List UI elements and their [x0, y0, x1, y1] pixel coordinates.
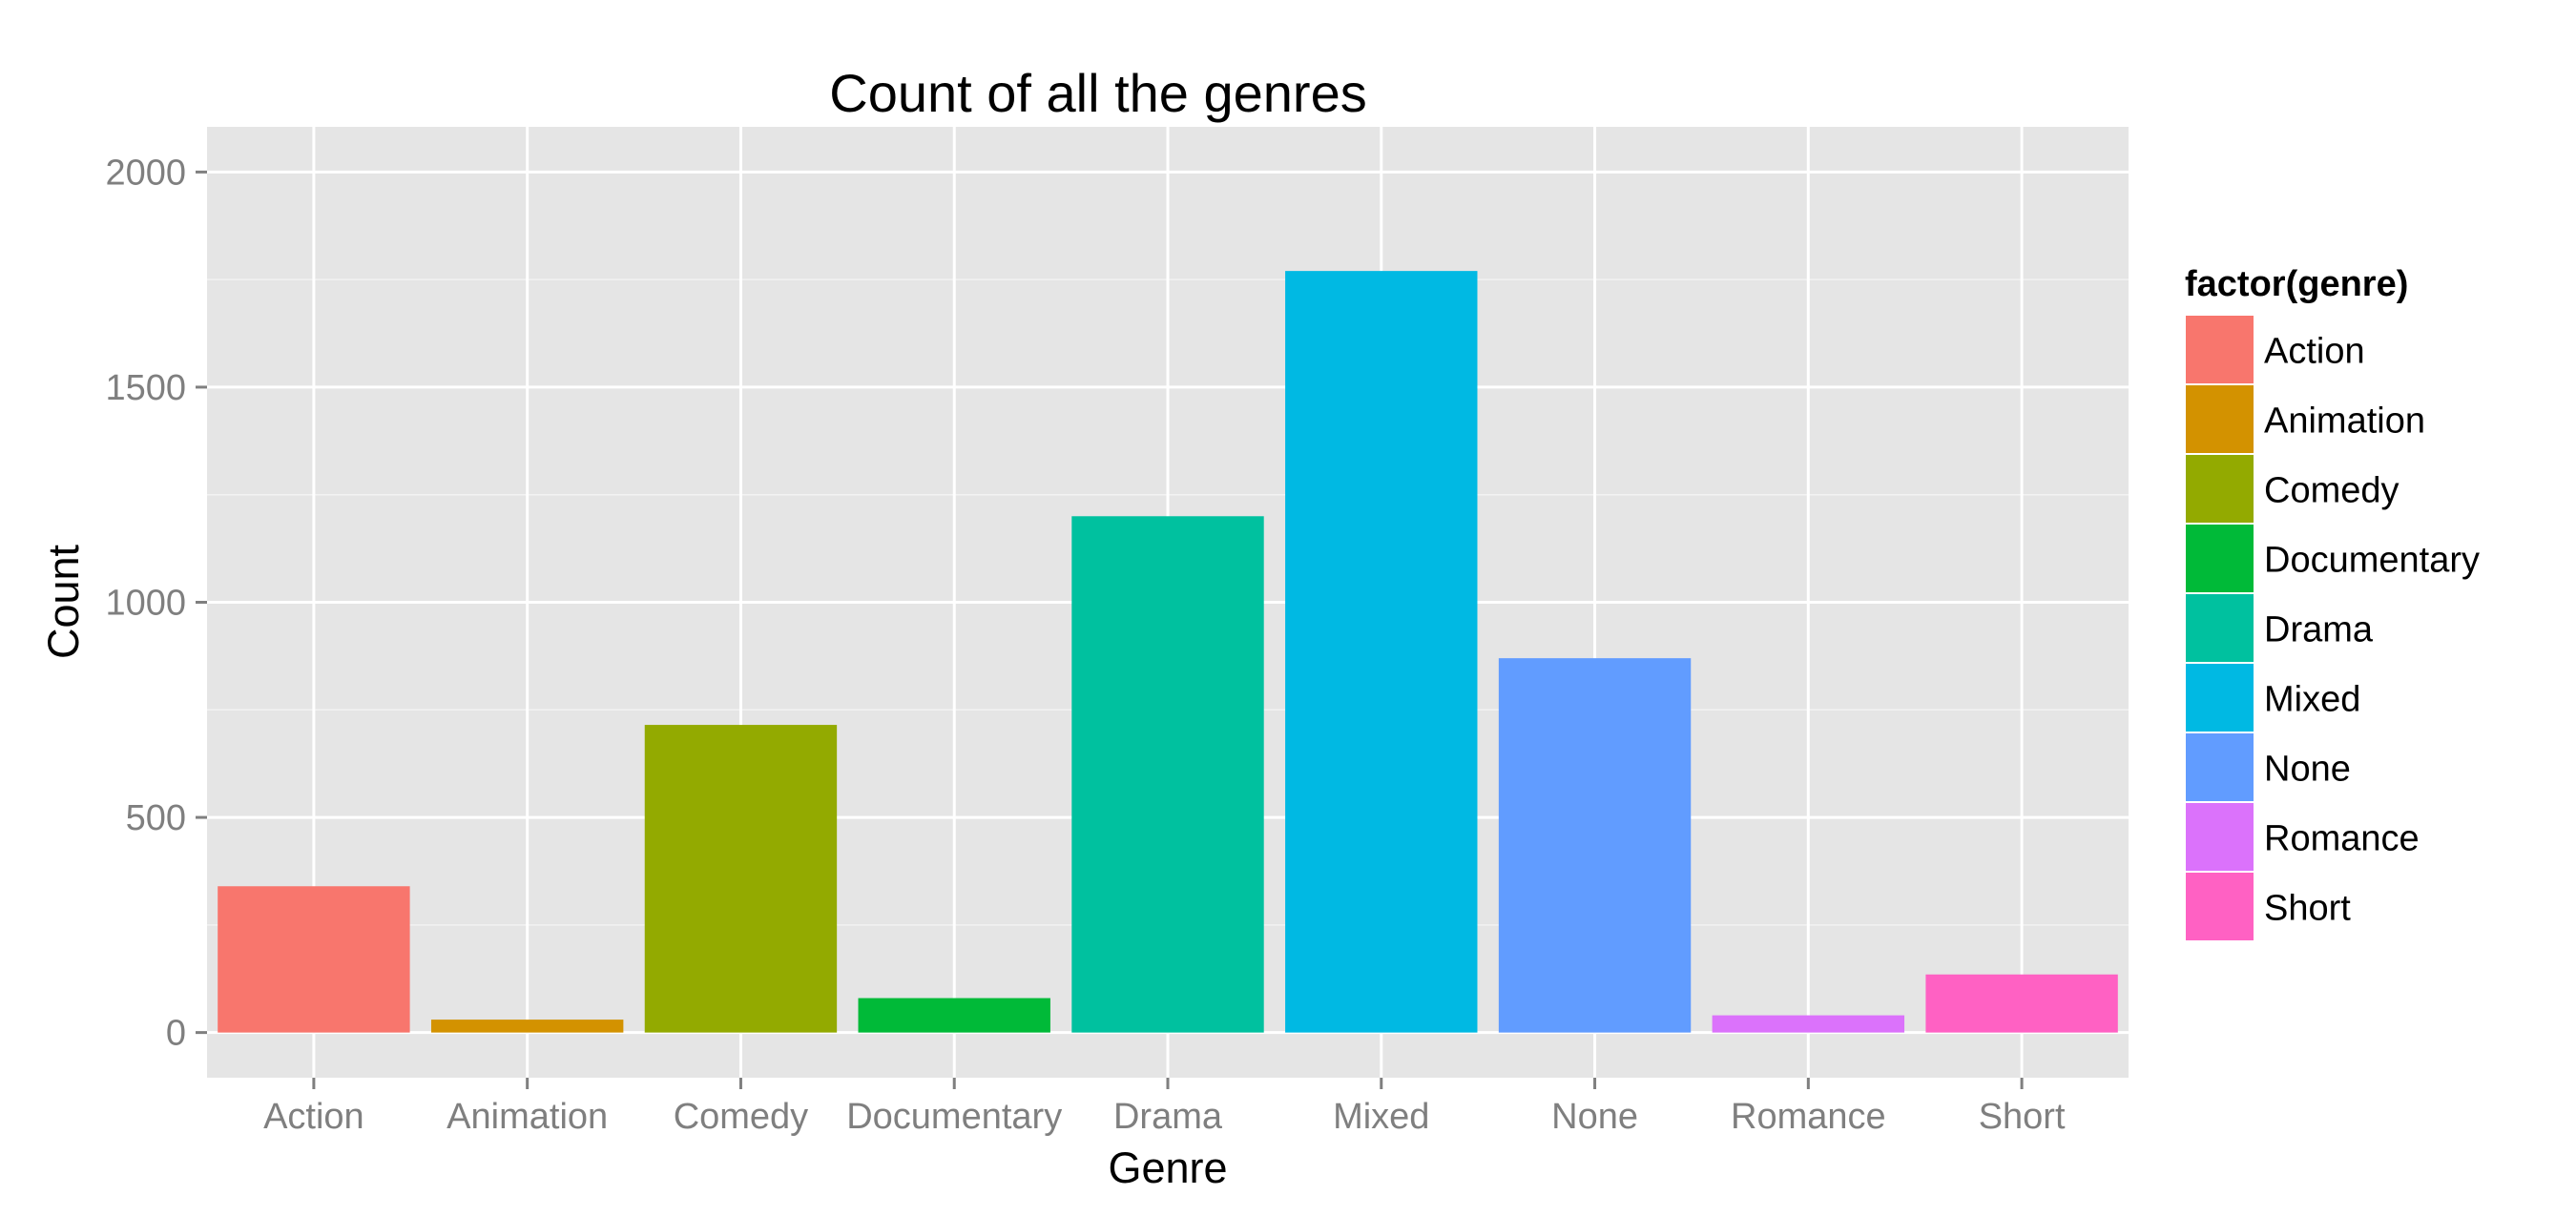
legend-swatch-documentary	[2186, 525, 2254, 592]
bars	[218, 271, 2118, 1033]
legend-label-short: Short	[2264, 889, 2351, 929]
legend-swatch-short	[2186, 873, 2254, 940]
x-tick-label: None	[1551, 1097, 1638, 1137]
chart-title: Count of all the genres	[829, 63, 1366, 123]
bar-mixed	[1285, 271, 1478, 1033]
legend: factor(genre) Action Animation Comedy Docum…	[2184, 264, 2480, 942]
x-tick-label: Romance	[1731, 1097, 1886, 1137]
legend-swatch-romance	[2186, 803, 2254, 871]
bar-documentary	[858, 998, 1050, 1033]
x-tick-label: Action	[263, 1097, 364, 1137]
x-tick-label: Short	[1979, 1097, 2066, 1137]
y-axis-title: Count	[39, 544, 88, 659]
legend-label-documentary: Documentary	[2264, 541, 2480, 581]
legend-swatch-none	[2186, 733, 2254, 801]
legend-label-romance: Romance	[2264, 819, 2420, 859]
legend-swatch-drama	[2186, 594, 2254, 662]
axes: 0 500 1000 1500 2000 Action Animation Comedy Doc…	[105, 153, 2066, 1137]
bar-action	[218, 886, 410, 1033]
legend-label-none: None	[2264, 750, 2351, 790]
y-tick-label: 0	[166, 1014, 186, 1054]
legend-label-drama: Drama	[2264, 610, 2374, 650]
legend-swatch-action	[2186, 316, 2254, 383]
legend-swatch-mixed	[2186, 664, 2254, 732]
legend-label-mixed: Mixed	[2264, 680, 2360, 720]
legend-label-comedy: Comedy	[2264, 471, 2399, 511]
legend-label-action: Action	[2264, 332, 2365, 372]
legend-swatch-animation	[2186, 385, 2254, 453]
x-tick-label: Comedy	[674, 1097, 809, 1137]
x-tick-label: Mixed	[1333, 1097, 1429, 1137]
x-tick-label: Animation	[447, 1097, 608, 1137]
bar-comedy	[644, 725, 838, 1033]
y-tick-label: 500	[126, 798, 186, 838]
y-tick-label: 1500	[105, 368, 186, 408]
x-tick-label: Documentary	[846, 1097, 1062, 1137]
bar-romance	[1712, 1015, 1905, 1033]
x-axis-title: Genre	[1108, 1144, 1227, 1192]
x-tick-label: Drama	[1113, 1097, 1223, 1137]
bar-short	[1925, 974, 2118, 1033]
bar-drama	[1071, 516, 1264, 1033]
bar-animation	[430, 1020, 624, 1033]
y-tick-label: 2000	[105, 153, 186, 193]
y-tick-label: 1000	[105, 584, 186, 624]
legend-label-animation: Animation	[2264, 402, 2425, 442]
legend-title: factor(genre)	[2185, 264, 2408, 304]
legend-swatch-comedy	[2186, 455, 2254, 523]
bar-none	[1498, 658, 1692, 1033]
